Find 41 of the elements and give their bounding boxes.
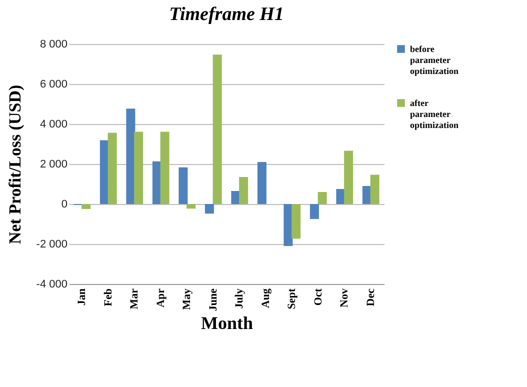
bar <box>318 192 327 204</box>
bar <box>108 132 117 204</box>
bar <box>292 204 301 239</box>
legend-label: after parameter optimization <box>410 98 458 130</box>
bar <box>370 174 380 204</box>
x-tick-label: Dec <box>364 288 377 306</box>
x-axis-title: Month <box>200 313 254 334</box>
bar <box>186 204 196 209</box>
y-tick-label: 8 000 <box>40 38 68 50</box>
bar <box>82 204 91 209</box>
y-tick-label: 4 000 <box>40 118 68 130</box>
bar <box>134 132 144 204</box>
x-tick-label: May <box>181 288 194 310</box>
x-tick-label: Mar <box>128 288 141 310</box>
bar <box>239 177 248 204</box>
x-tick-label: July <box>234 288 246 309</box>
bar <box>257 162 266 204</box>
x-tick-label: Nov <box>338 288 351 308</box>
x-tick-label: June <box>207 288 220 312</box>
x-tick-label: Oct <box>312 288 324 306</box>
bar <box>310 204 319 219</box>
legend-label: before parameter optimization <box>410 44 458 76</box>
bar <box>204 204 214 214</box>
x-tick-label: Sept <box>286 288 298 310</box>
y-tick-label: -2 000 <box>36 238 68 250</box>
bar <box>178 167 188 204</box>
y-axis-title: Net Profit/Loss (USD) <box>5 84 24 244</box>
y-tick-label: 0 <box>61 198 68 210</box>
x-tick-label: Apr <box>154 288 167 308</box>
bar <box>344 150 354 204</box>
y-tick-label: -4 000 <box>36 278 68 290</box>
bar <box>160 132 170 204</box>
x-tick-label: Aug <box>260 288 272 308</box>
x-tick-label: Jan <box>76 288 88 306</box>
chart-title: Timeframe H1 <box>169 4 284 25</box>
bar <box>126 108 136 204</box>
bar <box>284 204 293 246</box>
bar <box>212 54 222 204</box>
x-tick-label: Feb <box>102 288 114 306</box>
y-tick-label: 6 000 <box>40 78 68 90</box>
y-tick-label: 2 000 <box>40 158 68 170</box>
